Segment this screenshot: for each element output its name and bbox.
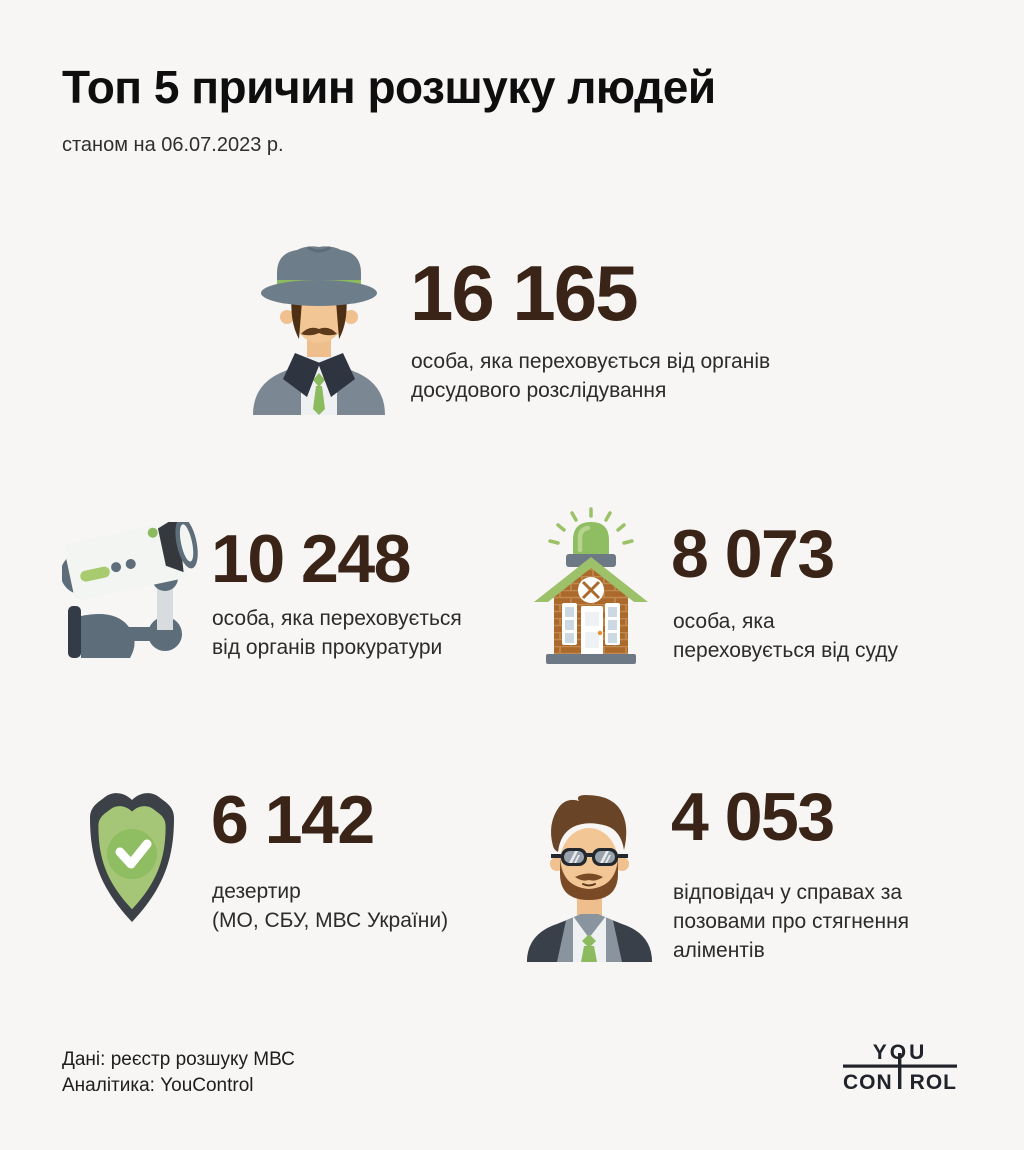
logo-con-text: CON xyxy=(843,1071,893,1094)
stat-value-deserter: 6 142 xyxy=(211,782,375,858)
stat-label-prosecution: особа, яка переховується від органів про… xyxy=(212,607,462,659)
stat-label-alimony: відповідач у справах за позовами про стя… xyxy=(673,881,910,962)
stat-value-pretrial: 16 165 xyxy=(410,249,639,337)
cctv-camera-icon xyxy=(62,522,198,658)
stat-label-deserter: дезертир (МО, СБУ, МВС України) xyxy=(212,880,449,932)
logo-you-text: YOU xyxy=(873,1041,928,1064)
stat-label-court: особа, яка переховується від суду xyxy=(673,610,899,662)
stat-value-alimony: 4 053 xyxy=(671,779,835,855)
man-sunglasses-icon xyxy=(527,795,652,962)
youcontrol-logo: YOU CON ROL xyxy=(843,1041,957,1094)
courthouse-siren-icon xyxy=(534,507,648,664)
shield-check-icon xyxy=(90,793,174,922)
page-title: Топ 5 причин розшуку людей xyxy=(62,61,716,113)
stat-value-prosecution: 10 248 xyxy=(211,521,411,597)
data-source: Дані: реєстр розшуку МВС xyxy=(62,1049,295,1070)
stat-value-court: 8 073 xyxy=(671,516,835,592)
logo-rol-text: ROL xyxy=(910,1071,957,1094)
detective-icon xyxy=(253,246,385,415)
stat-label-pretrial: особа, яка переховується від органів дос… xyxy=(411,350,771,402)
footer-credits: Дані: реєстр розшуку МВС Аналітика: YouC… xyxy=(62,1047,295,1099)
page-subtitle: станом на 06.07.2023 р. xyxy=(62,134,284,156)
analytics-credit: Аналітика: YouControl xyxy=(62,1075,254,1096)
